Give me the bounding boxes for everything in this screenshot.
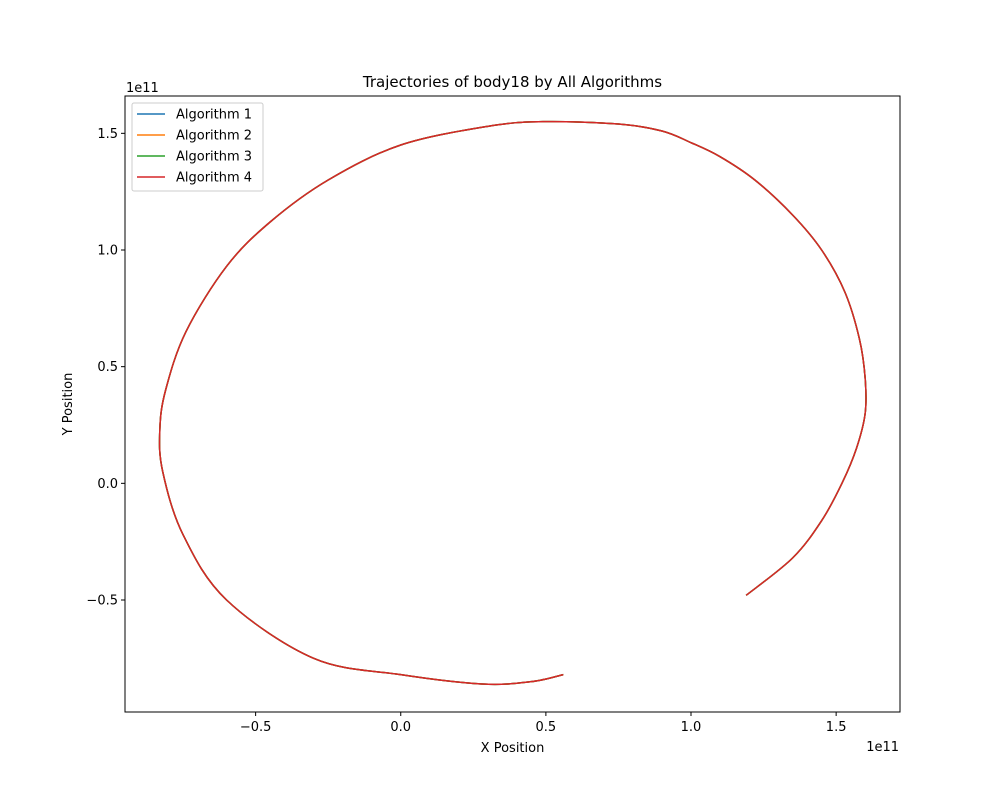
series-line-algorithm-4	[158, 120, 867, 686]
legend-label-algorithm-2: Algorithm 2	[176, 129, 252, 144]
y-axis-offset-text: 1e11	[126, 81, 159, 96]
plot-area	[124, 95, 901, 713]
x-axis-label: X Position	[481, 741, 545, 756]
chart-title: Trajectories of body18 by All Algorithms	[362, 73, 662, 91]
x-tick-label: 0.5	[536, 720, 557, 735]
x-tick-label: 1.5	[826, 720, 847, 735]
y-axis-label: Y Position	[61, 373, 76, 437]
x-axis-offset-text: 1e11	[866, 740, 899, 755]
y-tick-label: 1.0	[97, 244, 118, 259]
x-tick-label: 0.0	[390, 720, 411, 735]
legend: Algorithm 1 Algorithm 2 Algorithm 3 Algorit…	[131, 102, 264, 192]
y-axis-ticks: −0.5 0.0 0.5 1.0 1.5	[86, 127, 125, 609]
axes-frame	[124, 95, 901, 713]
legend-label-algorithm-3: Algorithm 3	[176, 150, 252, 165]
legend-label-algorithm-4: Algorithm 4	[176, 171, 252, 186]
y-tick-label: 0.0	[97, 477, 118, 492]
legend-box	[131, 102, 264, 192]
x-tick-label: 1.0	[681, 720, 702, 735]
y-tick-label: 1.5	[97, 127, 118, 142]
legend-label-algorithm-1: Algorithm 1	[176, 108, 252, 123]
x-axis-ticks: −0.5 0.0 0.5 1.0 1.5	[240, 712, 847, 735]
y-tick-label: −0.5	[86, 594, 118, 609]
x-tick-label: −0.5	[240, 720, 272, 735]
y-tick-label: 0.5	[97, 360, 118, 375]
series-layer	[158, 120, 867, 686]
